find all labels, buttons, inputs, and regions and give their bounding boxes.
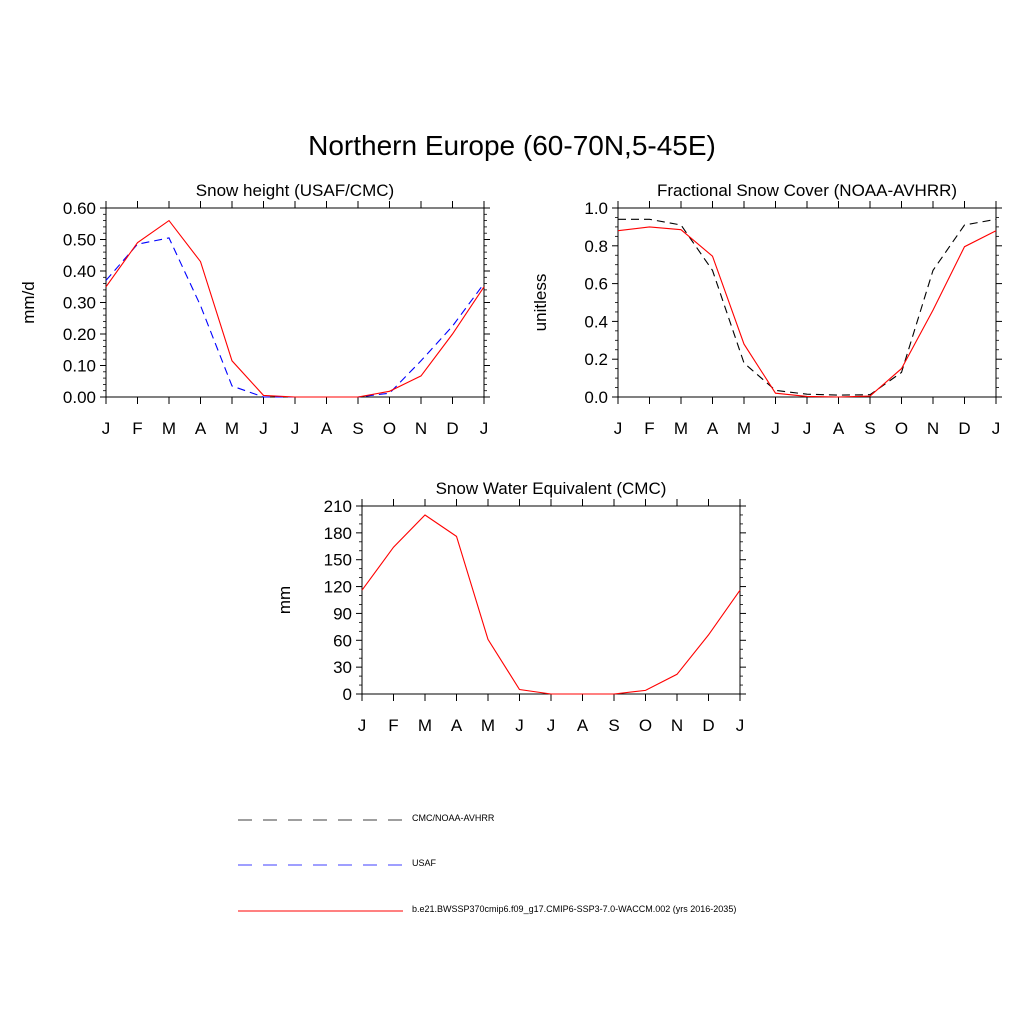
legend-item-usaf: USAF — [238, 855, 938, 875]
x-tick-label: D — [446, 419, 458, 438]
y-axis-label: mm/d — [19, 281, 38, 324]
y-tick-label: 0.2 — [584, 350, 608, 369]
y-tick-label: 0.8 — [584, 237, 608, 256]
y-tick-label: 180 — [324, 524, 352, 543]
x-tick-label: F — [644, 419, 654, 438]
y-tick-label: 0.4 — [584, 312, 608, 331]
y-tick-label: 150 — [324, 551, 352, 570]
legend-item-model: b.e21.BWSSP370cmip6.f09_g17.CMIP6-SSP3-7… — [238, 901, 938, 921]
x-tick-label: D — [702, 716, 714, 735]
x-tick-label: J — [547, 716, 556, 735]
y-tick-label: 0 — [343, 685, 352, 704]
chart-title: Fractional Snow Cover (NOAA-AVHRR) — [657, 181, 957, 200]
x-tick-label: A — [707, 419, 719, 438]
x-tick-label: A — [577, 716, 589, 735]
legend-swatch-cmc — [238, 819, 403, 821]
x-tick-label: J — [480, 419, 489, 438]
x-tick-label: N — [927, 419, 939, 438]
x-tick-label: J — [736, 716, 745, 735]
x-tick-label: F — [388, 716, 398, 735]
x-tick-label: O — [639, 716, 652, 735]
y-tick-label: 0.40 — [63, 262, 96, 281]
x-tick-label: A — [451, 716, 463, 735]
y-tick-label: 90 — [333, 604, 352, 623]
x-tick-label: M — [737, 419, 751, 438]
series-line-1 — [361, 514, 741, 695]
x-tick-label: S — [352, 419, 363, 438]
x-tick-label: S — [608, 716, 619, 735]
y-tick-label: 0.50 — [63, 231, 96, 250]
legend-label: CMC/NOAA-AVHRR — [412, 813, 495, 823]
x-tick-label: J — [358, 716, 367, 735]
chart-title: Snow height (USAF/CMC) — [196, 181, 394, 200]
x-tick-label: J — [102, 419, 111, 438]
x-tick-label: N — [671, 716, 683, 735]
x-tick-label: M — [225, 419, 239, 438]
x-tick-label: A — [195, 419, 207, 438]
x-tick-label: J — [515, 716, 524, 735]
y-tick-label: 0.60 — [63, 199, 96, 218]
x-tick-label: M — [418, 716, 432, 735]
x-tick-label: J — [803, 419, 812, 438]
x-tick-label: O — [383, 419, 396, 438]
x-tick-label: J — [614, 419, 623, 438]
legend-item-cmc: CMC/NOAA-AVHRR — [238, 810, 938, 830]
x-tick-label: D — [958, 419, 970, 438]
x-tick-label: A — [833, 419, 845, 438]
y-tick-label: 0.00 — [63, 388, 96, 407]
x-tick-label: F — [132, 419, 142, 438]
y-tick-label: 0.10 — [63, 357, 96, 376]
x-tick-label: J — [291, 419, 300, 438]
y-tick-label: 30 — [333, 658, 352, 677]
x-tick-label: M — [674, 419, 688, 438]
legend: CMC/NOAA-AVHRR USAF b.e21.BWSSP370cmip6.… — [238, 800, 938, 930]
legend-swatch-model — [238, 910, 403, 912]
y-tick-label: 0.6 — [584, 275, 608, 294]
y-tick-label: 120 — [324, 578, 352, 597]
legend-swatch-usaf — [238, 864, 403, 866]
x-tick-label: O — [895, 419, 908, 438]
x-tick-label: J — [992, 419, 1001, 438]
legend-label: b.e21.BWSSP370cmip6.f09_g17.CMIP6-SSP3-7… — [412, 904, 737, 914]
y-tick-label: 1.0 — [584, 199, 608, 218]
legend-label: USAF — [412, 858, 437, 868]
y-tick-label: 210 — [324, 497, 352, 516]
x-tick-label: M — [481, 716, 495, 735]
y-axis-label: mm — [275, 586, 294, 614]
y-tick-label: 0.30 — [63, 294, 96, 313]
x-tick-label: J — [259, 419, 268, 438]
x-tick-label: M — [162, 419, 176, 438]
chart-title: Snow Water Equivalent (CMC) — [436, 479, 667, 498]
x-tick-label: N — [415, 419, 427, 438]
y-tick-label: 0.0 — [584, 388, 608, 407]
y-axis-label: unitless — [531, 274, 550, 332]
y-tick-label: 0.20 — [63, 325, 96, 344]
x-tick-label: J — [771, 419, 780, 438]
figure-title: Northern Europe (60-70N,5-45E) — [308, 130, 716, 161]
x-tick-label: A — [321, 419, 333, 438]
y-tick-label: 60 — [333, 631, 352, 650]
x-tick-label: S — [864, 419, 875, 438]
